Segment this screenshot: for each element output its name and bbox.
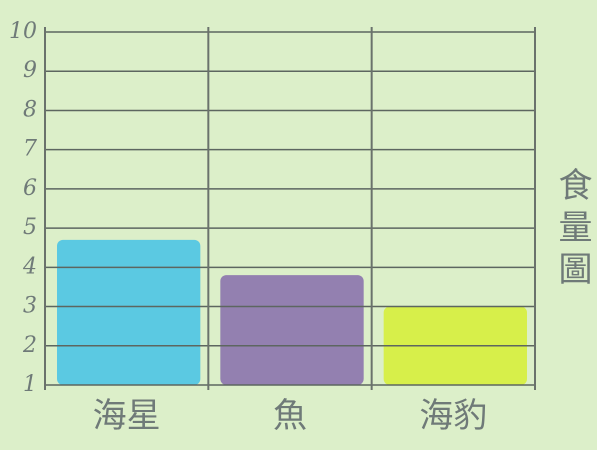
- y-tick-label: 10: [9, 19, 37, 44]
- bar: [57, 239, 201, 385]
- x-tick-label: 魚: [273, 396, 307, 436]
- y-tick-label: 5: [23, 215, 37, 240]
- y-tick-label: 1: [23, 372, 37, 397]
- chart-title: 食量圖: [552, 167, 592, 293]
- y-tick-label: 3: [23, 294, 37, 319]
- y-tick-label: 2: [22, 333, 37, 358]
- y-tick-label: 6: [23, 176, 37, 201]
- x-tick-label: 海星: [93, 396, 161, 436]
- x-tick-label: 海豹: [419, 396, 487, 436]
- y-tick-label: 8: [23, 97, 37, 122]
- y-tick-label: 7: [23, 137, 37, 162]
- bar: [220, 275, 364, 385]
- y-tick-label: 4: [22, 254, 37, 279]
- y-tick-label: 9: [23, 58, 37, 83]
